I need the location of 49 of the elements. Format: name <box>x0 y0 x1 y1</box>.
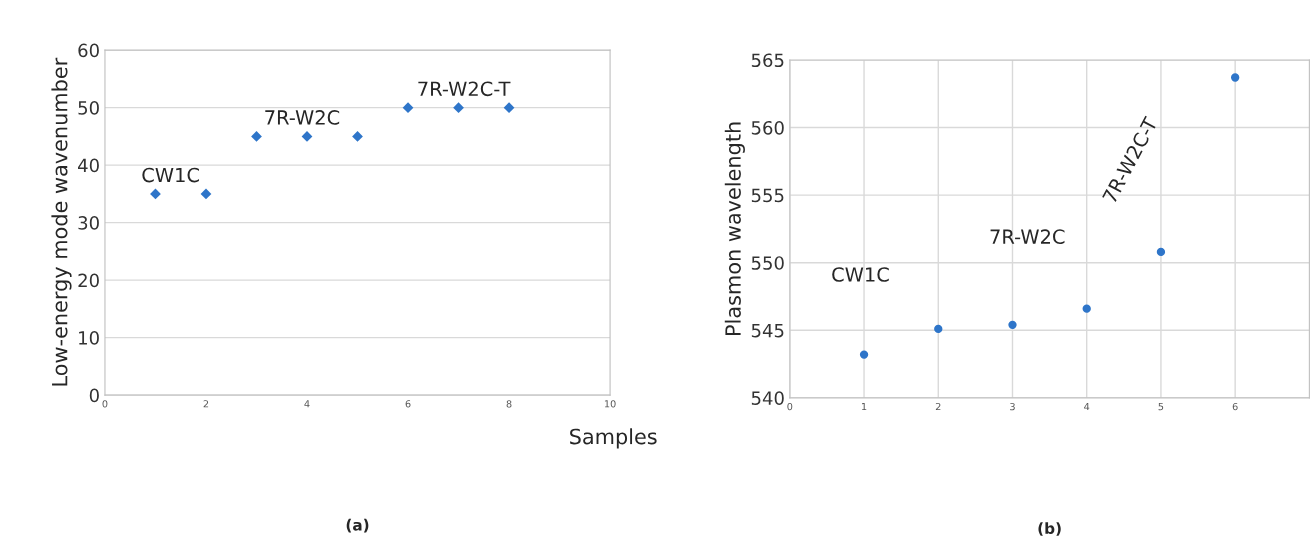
point <box>200 188 212 200</box>
annotation: CW1C <box>832 267 889 282</box>
x-axis-title: Samples <box>570 428 657 449</box>
point <box>1082 304 1091 313</box>
y-tick-label: 40 <box>78 158 99 173</box>
y-tick-label: 545 <box>751 323 784 338</box>
x-tick-label: 0 <box>787 402 793 411</box>
x-tick-label: 6 <box>1232 402 1238 411</box>
point <box>934 324 943 334</box>
point <box>402 102 414 114</box>
point <box>150 188 161 200</box>
x-tick-label: 10 <box>604 400 616 408</box>
annotation: 7R-W2C-T <box>418 81 511 97</box>
x-tick-label: 0 <box>102 400 108 408</box>
annotation: 7R-W2C <box>990 229 1065 244</box>
y-axis-title: Low-energy mode wavenumber <box>51 57 72 386</box>
x-tick-label: 4 <box>304 400 310 408</box>
y-axis-title: Plasmon wavelength <box>724 122 745 335</box>
point <box>1156 247 1166 257</box>
y-tick-label: 50 <box>78 101 99 115</box>
x-tick-label: 4 <box>1084 403 1090 411</box>
y-tick-label: 550 <box>751 256 784 270</box>
point <box>251 131 262 142</box>
x-tick-label: 8 <box>506 400 512 408</box>
x-tick-label: 5 <box>1158 403 1164 411</box>
text: (b) <box>1038 522 1061 536</box>
x-tick-label: 2 <box>935 402 941 411</box>
x-tick-label: 6 <box>405 400 411 408</box>
point <box>301 131 313 142</box>
annotation: CW1C <box>142 167 199 183</box>
y-tick-label: 565 <box>751 53 784 68</box>
point <box>1008 320 1017 330</box>
y-tick-label: 555 <box>751 188 784 203</box>
x-tick-label: 2 <box>203 400 209 408</box>
x-tick-label: 3 <box>1010 402 1015 411</box>
y-tick-label: 60 <box>78 43 99 58</box>
annotation: 7R-W2C <box>265 110 340 125</box>
y-tick-label: 540 <box>751 391 784 405</box>
point <box>503 102 515 114</box>
text: (a) <box>346 518 369 533</box>
y-tick-label: 560 <box>751 120 784 135</box>
point <box>859 350 869 359</box>
x-tick-label: 1 <box>862 403 867 411</box>
y-tick-label: 10 <box>79 331 99 345</box>
y-tick-label: 30 <box>78 216 99 230</box>
point <box>1230 73 1240 82</box>
y-tick-label: 20 <box>78 273 99 288</box>
point <box>453 102 464 114</box>
point <box>352 131 363 142</box>
